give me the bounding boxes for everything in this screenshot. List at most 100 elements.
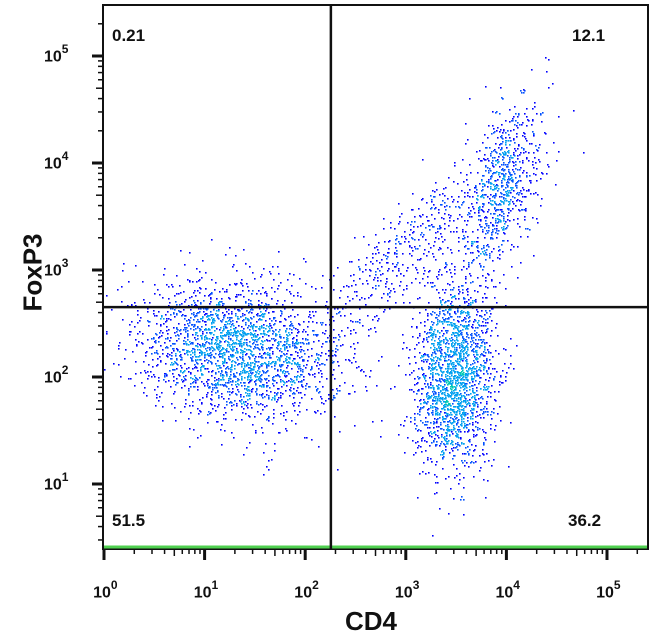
event-dot (222, 384, 224, 386)
event-dot (463, 181, 465, 183)
event-dot (465, 402, 467, 404)
event-dot (446, 389, 448, 391)
event-dot (211, 394, 213, 396)
event-dot (277, 288, 279, 290)
event-dot (498, 230, 500, 232)
event-dot (170, 345, 172, 347)
event-dot (482, 175, 484, 177)
event-dot (468, 207, 470, 209)
event-dot (467, 347, 469, 349)
event-dot (511, 180, 513, 182)
event-dot (236, 348, 238, 350)
event-dot (451, 368, 453, 370)
event-dot (179, 355, 181, 357)
event-dot (231, 332, 233, 334)
event-dot (308, 356, 310, 358)
event-dot (149, 302, 151, 304)
event-dot (230, 338, 232, 340)
event-dot (478, 324, 480, 326)
event-dot (491, 411, 493, 413)
event-dot (172, 373, 174, 375)
event-dot (475, 327, 477, 329)
event-dot (174, 295, 176, 297)
event-dot (158, 380, 160, 382)
event-dot (449, 308, 451, 310)
event-dot (161, 335, 163, 337)
event-dot (271, 459, 273, 461)
event-dot (178, 335, 180, 337)
event-dot (247, 318, 249, 320)
event-dot (216, 337, 218, 339)
event-dot (263, 372, 265, 374)
event-dot (432, 337, 434, 339)
event-dot (510, 210, 512, 212)
event-dot (301, 349, 303, 351)
event-dot (472, 388, 474, 390)
event-dot (509, 157, 511, 159)
event-dot (139, 331, 141, 333)
event-dot (497, 127, 499, 129)
event-dot (258, 356, 260, 358)
event-dot (445, 398, 447, 400)
event-dot (296, 379, 298, 381)
event-dot (485, 319, 487, 321)
event-dot (253, 336, 255, 338)
event-dot (241, 399, 243, 401)
event-dot (483, 386, 485, 388)
event-dot (500, 376, 502, 378)
event-dot (235, 284, 237, 286)
event-dot (394, 266, 396, 268)
event-dot (184, 301, 186, 303)
event-dot (483, 444, 485, 446)
event-dot (499, 176, 501, 178)
event-dot (236, 403, 238, 405)
event-dot (460, 405, 462, 407)
event-dot (274, 395, 276, 397)
event-dot (308, 386, 310, 388)
event-dot (160, 361, 162, 363)
event-dot (536, 149, 538, 151)
event-dot (200, 318, 202, 320)
event-dot (288, 373, 290, 375)
event-dot (435, 373, 437, 375)
event-dot (274, 392, 276, 394)
event-dot (233, 334, 235, 336)
event-dot (307, 326, 309, 328)
event-dot (406, 270, 408, 272)
event-dot (274, 396, 276, 398)
event-dot (174, 332, 176, 334)
event-dot (479, 356, 481, 358)
event-dot (297, 355, 299, 357)
event-dot (137, 310, 139, 312)
event-dot (443, 327, 445, 329)
event-dot (144, 387, 146, 389)
event-dot (493, 378, 495, 380)
event-dot (491, 308, 493, 310)
event-dot (425, 421, 427, 423)
event-dot (432, 343, 434, 345)
event-dot (451, 351, 453, 353)
event-dot (275, 339, 277, 341)
event-dot (268, 417, 270, 419)
event-dot (261, 365, 263, 367)
event-dot (417, 382, 419, 384)
event-dot (200, 370, 202, 372)
event-dot (432, 286, 434, 288)
event-dot (255, 356, 257, 358)
event-dot (438, 338, 440, 340)
event-dot (283, 353, 285, 355)
event-dot (203, 383, 205, 385)
event-dot (448, 356, 450, 358)
event-dot (224, 354, 226, 356)
event-dot (444, 384, 446, 386)
event-dot (439, 297, 441, 299)
event-dot (257, 344, 259, 346)
event-dot (466, 427, 468, 429)
event-dot (193, 429, 195, 431)
event-dot (232, 388, 234, 390)
event-dot (498, 172, 500, 174)
event-dot (266, 371, 268, 373)
event-dot (423, 402, 425, 404)
event-dot (276, 347, 278, 349)
event-dot (230, 317, 232, 319)
